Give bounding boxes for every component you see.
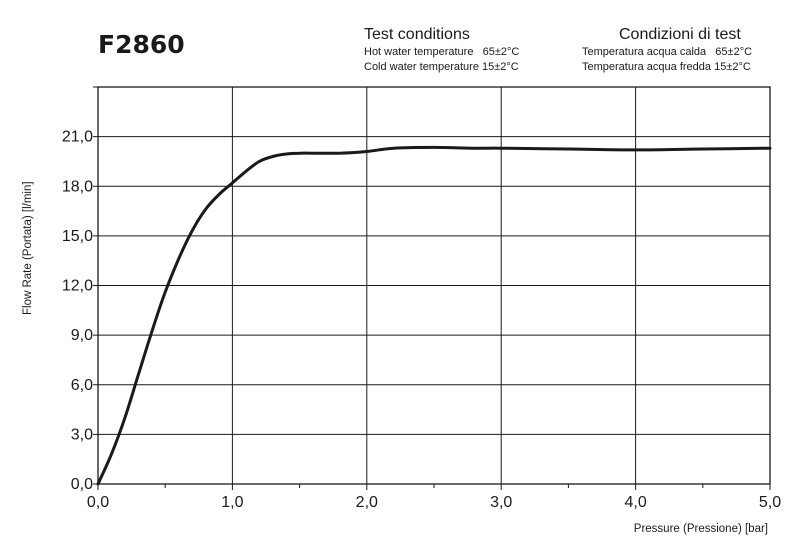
x-tick-labels: 0,0 1,0 2,0 3,0 4,0 5,0 bbox=[87, 494, 781, 511]
plot-frame bbox=[97, 86, 771, 485]
x-tick-label: 1,0 bbox=[221, 494, 243, 511]
y-tick-label: 0,0 bbox=[71, 476, 93, 493]
y-tick-label: 3,0 bbox=[71, 426, 93, 443]
x-tick-label: 0,0 bbox=[87, 494, 109, 511]
x-tick-label: 5,0 bbox=[759, 494, 781, 511]
y-tick-label: 12,0 bbox=[62, 278, 93, 295]
y-tick-labels: 0,0 3,0 6,0 9,0 12,0 15,0 18,0 21,0 bbox=[62, 129, 93, 493]
y-tick-label: 15,0 bbox=[62, 228, 93, 245]
y-tick-label: 21,0 bbox=[62, 129, 93, 146]
y-axis-label: Flow Rate (Portata) [l/min] bbox=[22, 181, 34, 315]
condizioni-di-test-title: Condizioni di test bbox=[619, 26, 741, 43]
cold-water-temperature-line: Cold water temperature 15±2°C bbox=[364, 61, 519, 73]
y-tick-label: 6,0 bbox=[71, 377, 93, 394]
axis-ticks bbox=[93, 86, 771, 490]
x-tick-label: 2,0 bbox=[356, 494, 378, 511]
x-tick-label: 4,0 bbox=[624, 494, 646, 511]
grid bbox=[98, 87, 770, 484]
x-tick-label: 3,0 bbox=[490, 494, 512, 511]
y-tick-label: 18,0 bbox=[62, 178, 93, 195]
test-conditions-title: Test conditions bbox=[364, 26, 470, 43]
temperatura-acqua-calda-line: Temperatura acqua calda 65±2°C bbox=[582, 46, 753, 58]
model-title: F2860 bbox=[98, 30, 185, 59]
y-tick-label: 9,0 bbox=[71, 327, 93, 344]
hot-water-temperature-line: Hot water temperature 65±2°C bbox=[364, 46, 520, 58]
x-axis-label: Pressure (Pressione) [bar] bbox=[634, 523, 768, 535]
series-line-flow-rate bbox=[96, 145, 772, 486]
temperatura-acqua-fredda-line: Temperatura acqua fredda 15±2°C bbox=[582, 61, 751, 73]
